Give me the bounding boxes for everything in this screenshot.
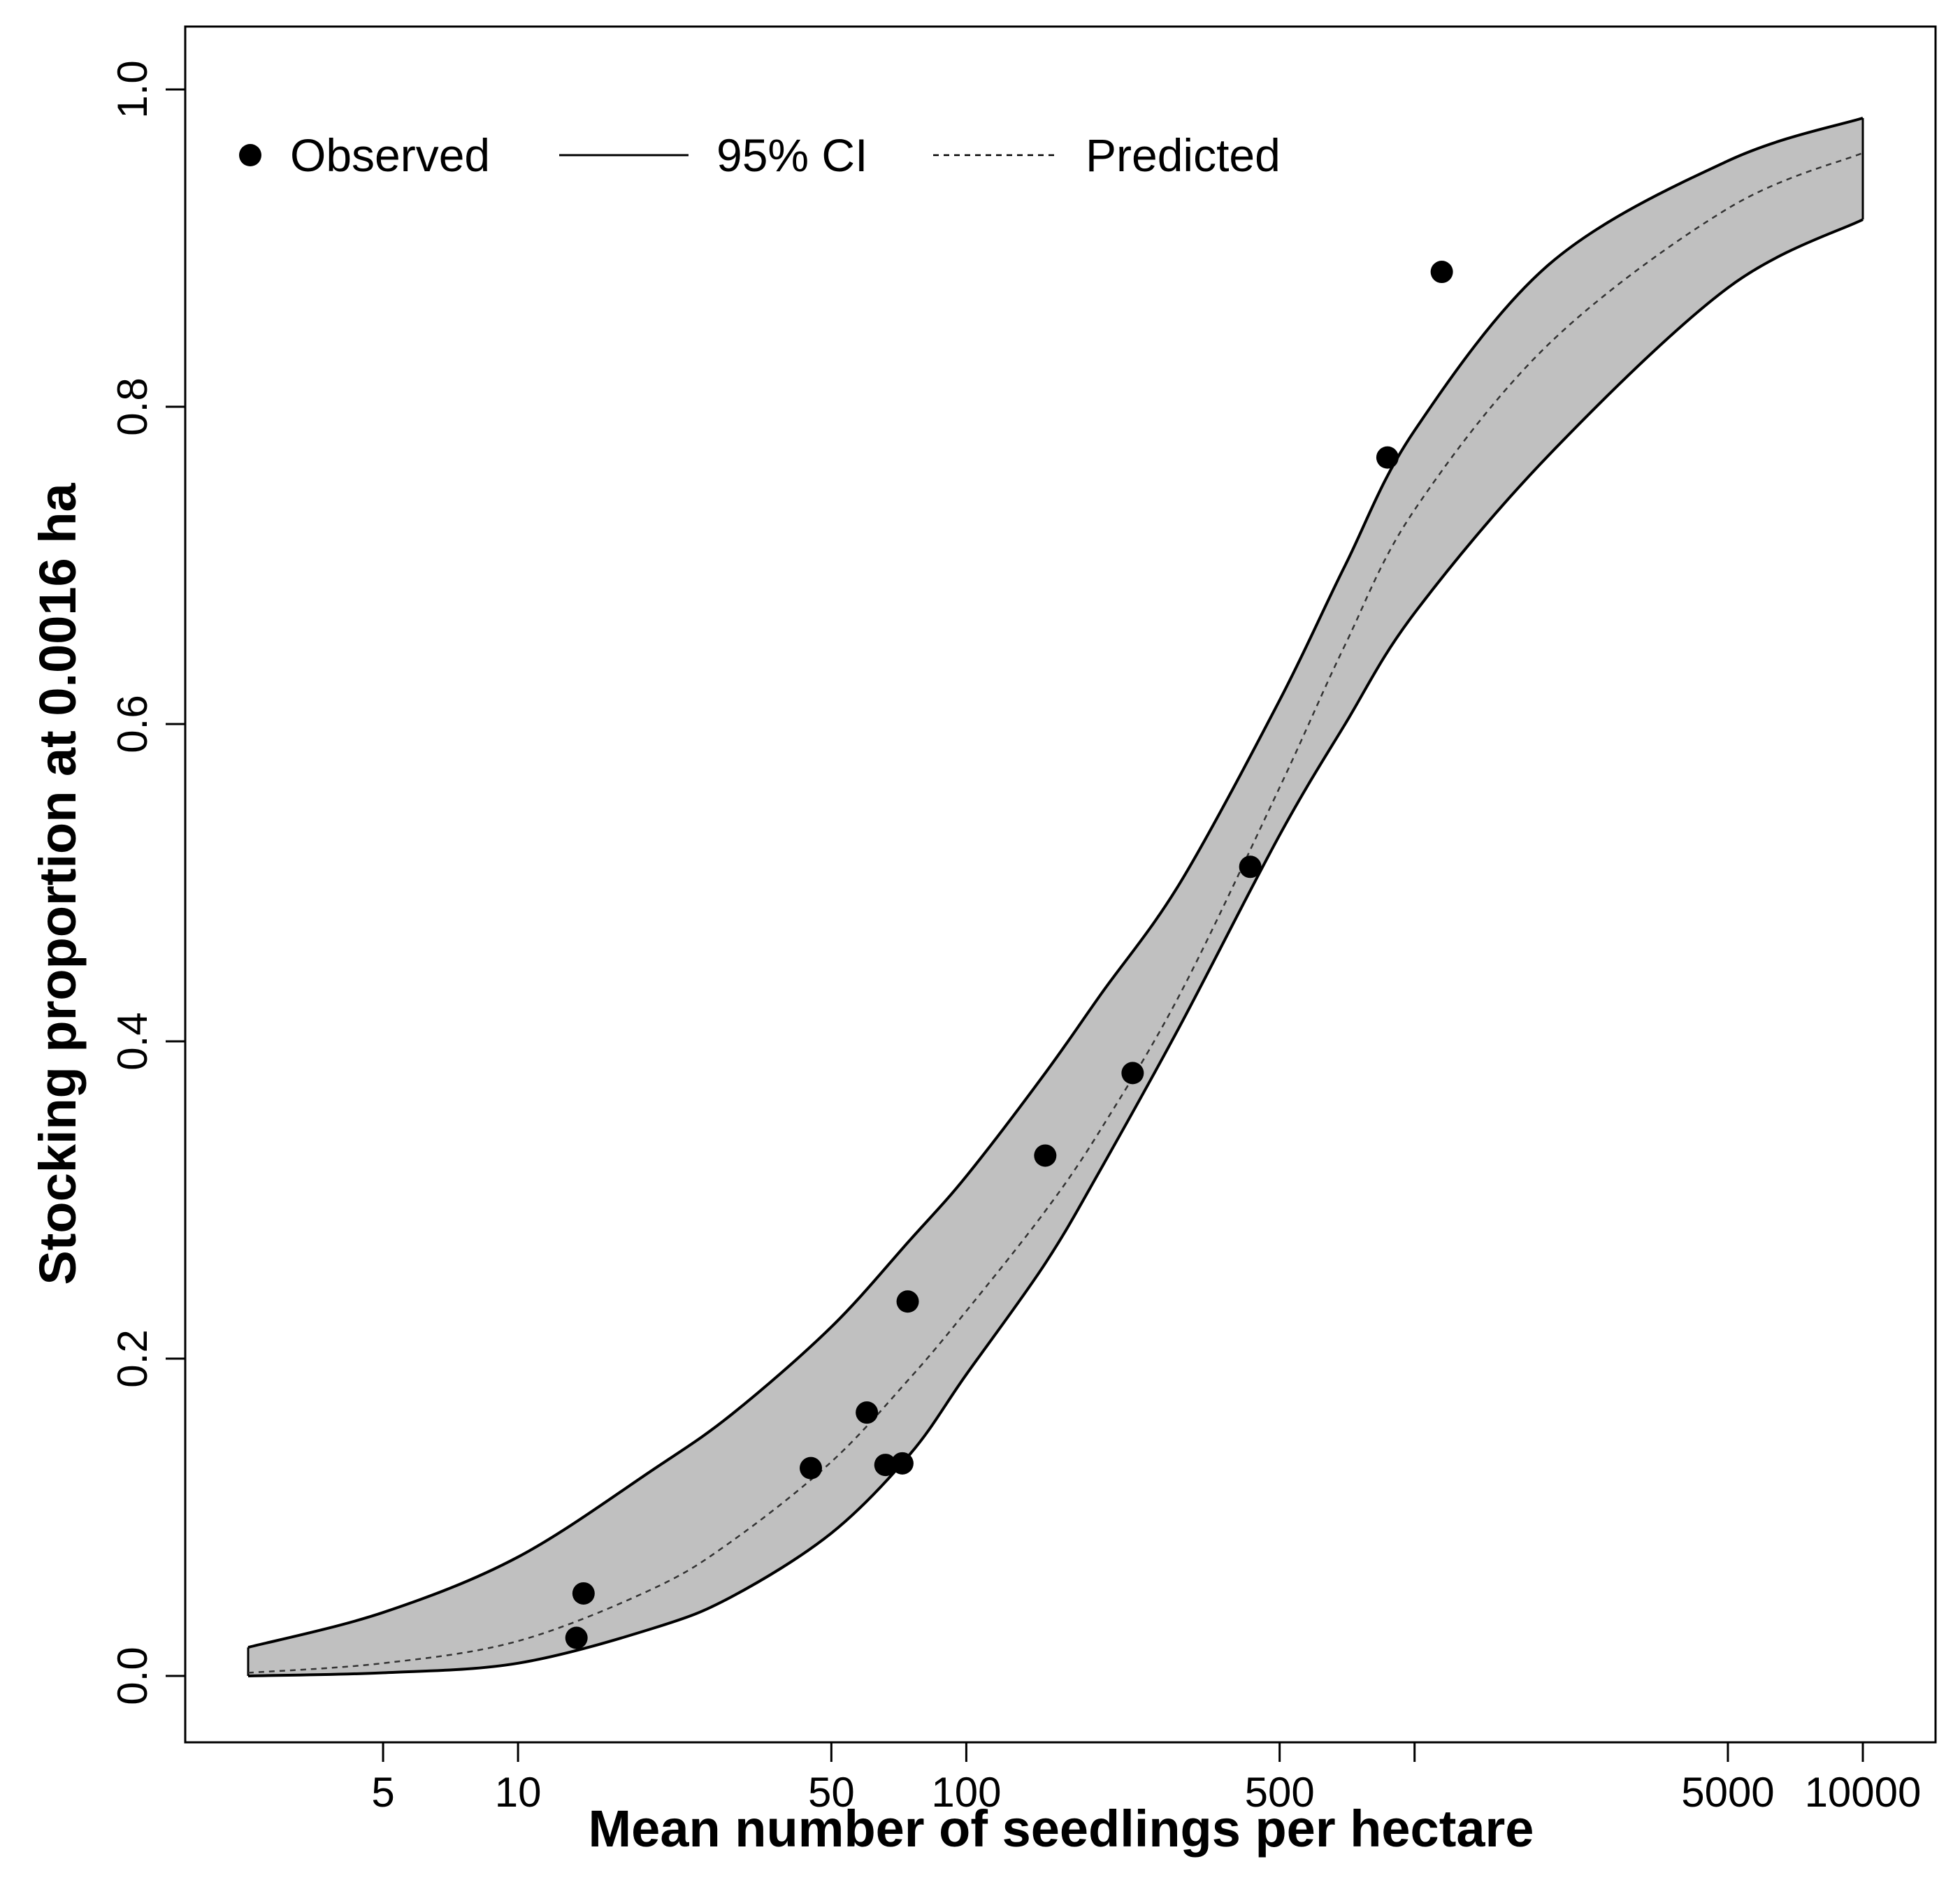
legend-ci-label: 95% CI — [716, 129, 867, 181]
observed-point — [1239, 855, 1262, 878]
y-tick-label: 1.0 — [109, 60, 156, 118]
y-tick-label: 0.4 — [109, 1012, 156, 1070]
predicted-line — [247, 152, 1864, 1674]
observed-point — [1430, 261, 1453, 284]
x-tick-label: 500 — [1245, 1769, 1315, 1816]
y-tick-label: 0.0 — [109, 1647, 156, 1705]
x-tick-label: 5000 — [1681, 1769, 1774, 1816]
y-axis: 0.0 0.2 0.4 0.6 0.8 1.0 — [109, 60, 187, 1705]
observed-point — [565, 1626, 588, 1649]
x-tick-label: 100 — [931, 1769, 1001, 1816]
legend: Observed 95% CI Predicted — [239, 129, 1281, 181]
ci-upper-line — [247, 116, 1864, 1649]
y-tick-label: 0.8 — [109, 377, 156, 435]
ci-band — [248, 117, 1863, 1677]
observed-point — [874, 1454, 897, 1477]
observed-point — [1034, 1144, 1057, 1167]
y-axis-title: Stocking proportion at 0.0016 ha — [29, 483, 87, 1285]
y-tick-label: 0.2 — [109, 1329, 156, 1387]
ci-lines — [247, 116, 1864, 1677]
legend-predicted-label: Predicted — [1086, 129, 1281, 181]
observed-point — [896, 1290, 919, 1313]
legend-observed-label: Observed — [290, 129, 490, 181]
x-tick-label: 5 — [371, 1769, 394, 1816]
observed-point — [572, 1582, 595, 1605]
ci-lower-line — [247, 218, 1864, 1677]
x-axis: 5 10 50 100 500 5000 10000 — [371, 1741, 1922, 1816]
observed-point — [1376, 446, 1399, 469]
observed-point — [1121, 1062, 1144, 1085]
ci-band-fill — [248, 117, 1863, 1677]
observed-points — [565, 261, 1453, 1649]
observed-point — [800, 1456, 823, 1480]
legend-observed-symbol — [239, 144, 261, 166]
y-tick-label: 0.6 — [109, 695, 156, 753]
observed-point — [856, 1401, 879, 1424]
x-tick-label: 10 — [495, 1769, 542, 1816]
x-tick-label: 50 — [808, 1769, 855, 1816]
observed-point — [891, 1452, 914, 1475]
predicted-curve — [247, 152, 1864, 1674]
x-tick-label: 10000 — [1805, 1769, 1922, 1816]
x-axis-title: Mean number of seedlings per hectare — [589, 1800, 1534, 1858]
